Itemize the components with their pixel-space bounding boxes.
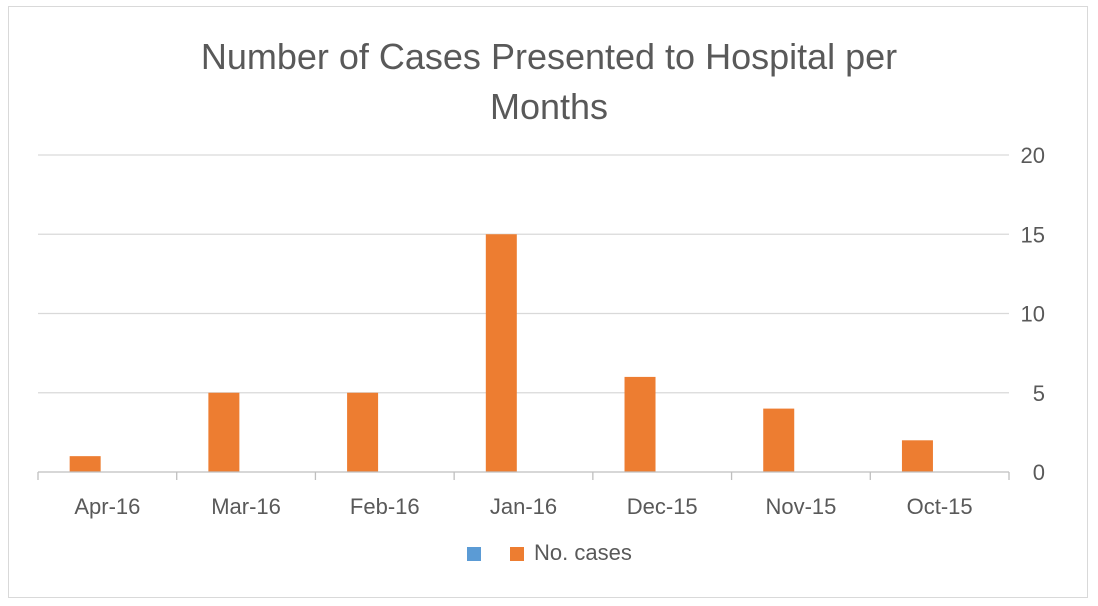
bar-chart: Number of Cases Presented to Hospital pe… bbox=[37, 36, 1045, 565]
chart-title: Number of Cases Presented to Hospital pe… bbox=[201, 36, 897, 127]
y-tick-label: 15 bbox=[1021, 222, 1045, 247]
x-tick-label: Jan-16 bbox=[490, 494, 557, 519]
legend-label: No. cases bbox=[534, 540, 632, 565]
bar-jan-16 bbox=[485, 234, 517, 472]
x-tick-label: Apr-16 bbox=[74, 494, 140, 519]
x-tick-label: Feb-16 bbox=[350, 494, 420, 519]
bar-oct-15 bbox=[901, 440, 933, 472]
x-axis-tick-labels: Apr-16 Mar-16 Feb-16 Jan-16 Dec-15 Nov-15 Oct-… bbox=[74, 494, 972, 519]
x-tick-label: Dec-15 bbox=[627, 494, 698, 519]
y-tick-label: 0 bbox=[1033, 460, 1045, 485]
bar-apr-16 bbox=[69, 456, 101, 472]
bar-mar-16 bbox=[208, 392, 240, 472]
y-axis-tick-labels: 0 5 10 15 20 bbox=[1021, 143, 1045, 485]
chart-title-line: Number of Cases Presented to Hospital pe… bbox=[201, 36, 897, 77]
x-tick-label: Oct-15 bbox=[907, 494, 973, 519]
bar-dec-15 bbox=[624, 376, 656, 472]
chart-title-line: Months bbox=[490, 86, 608, 127]
gridlines bbox=[38, 154, 1009, 394]
legend-swatch bbox=[467, 547, 481, 561]
x-axis bbox=[37, 471, 1010, 480]
legend-swatch bbox=[510, 547, 524, 561]
chart-frame: Number of Cases Presented to Hospital pe… bbox=[8, 6, 1088, 598]
legend: No. cases bbox=[467, 540, 632, 565]
bar-feb-16 bbox=[347, 392, 379, 472]
bar-nov-15 bbox=[763, 408, 795, 472]
y-tick-label: 20 bbox=[1021, 143, 1045, 168]
bars bbox=[69, 234, 933, 472]
y-tick-label: 5 bbox=[1033, 381, 1045, 406]
x-tick-label: Mar-16 bbox=[211, 494, 281, 519]
y-tick-label: 10 bbox=[1021, 302, 1045, 327]
x-tick-label: Nov-15 bbox=[765, 494, 836, 519]
